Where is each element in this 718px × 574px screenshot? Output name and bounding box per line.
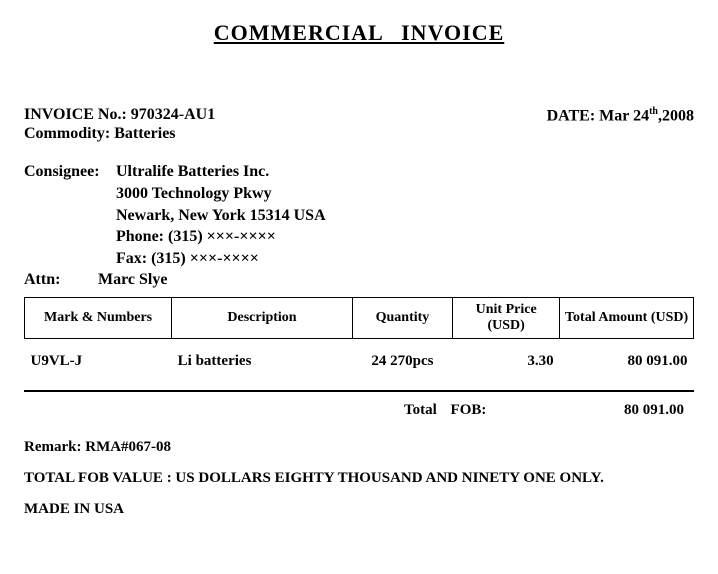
- remark-line: Remark: RMA#067-08: [24, 439, 694, 456]
- invoice-table: Mark & Numbers Description Quantity Unit…: [24, 297, 694, 390]
- table-header-row: Mark & Numbers Description Quantity Unit…: [25, 298, 694, 339]
- amount-in-words: TOTAL FOB VALUE : US DOLLARS EIGHTY THOU…: [24, 470, 694, 487]
- th-mark: Mark & Numbers: [25, 298, 172, 339]
- date-value-prefix: Mar 24: [599, 107, 649, 124]
- th-quantity: Quantity: [352, 298, 452, 339]
- cell-description: Li batteries: [172, 339, 353, 391]
- th-unit-price: Unit Price (USD): [453, 298, 560, 339]
- consignee-addr2: Newark, New York 15314 USA: [116, 205, 326, 227]
- consignee-fax: Fax: (315) ×××-××××: [116, 248, 259, 270]
- total-fob-label: Total FOB:: [404, 402, 564, 419]
- commodity-label: Commodity:: [24, 125, 110, 142]
- date-value-suffix: ,2008: [658, 107, 694, 124]
- consignee-label: Consignee:: [24, 161, 116, 183]
- made-in: MADE IN USA: [24, 501, 694, 518]
- th-description: Description: [172, 298, 353, 339]
- consignee-addr1: 3000 Technology Pkwy: [116, 183, 272, 205]
- attn-label: Attn:: [24, 271, 94, 289]
- date-label: DATE:: [547, 107, 596, 124]
- cell-quantity: 24 270pcs: [352, 339, 452, 391]
- consignee-block: Consignee:Ultralife Batteries Inc. 3000 …: [24, 161, 694, 269]
- header-block: INVOICE No.: 970324-AU1 DATE: Mar 24th,2…: [24, 106, 694, 143]
- attn-value: Marc Slye: [98, 271, 167, 288]
- attn-line: Attn: Marc Slye: [24, 271, 694, 289]
- separator-line: [24, 390, 694, 392]
- invoice-no-value: 970324-AU1: [131, 106, 215, 123]
- remark-value: RMA#067-08: [85, 439, 171, 455]
- commodity: Commodity: Batteries: [24, 125, 694, 143]
- table-row: U9VL-J Li batteries 24 270pcs 3.30 80 09…: [25, 339, 694, 391]
- remark-label: Remark:: [24, 439, 81, 455]
- cell-total: 80 091.00: [560, 339, 694, 391]
- invoice-number: INVOICE No.: 970324-AU1: [24, 106, 215, 125]
- invoice-date: DATE: Mar 24th,2008: [547, 106, 694, 125]
- cell-mark: U9VL-J: [25, 339, 172, 391]
- consignee-phone: Phone: (315) ×××-××××: [116, 226, 276, 248]
- total-fob-value: 80 091.00: [564, 402, 694, 419]
- date-value-ordinal: th: [649, 106, 658, 117]
- cell-unit-price: 3.30: [453, 339, 560, 391]
- total-fob-line: Total FOB: 80 091.00: [24, 402, 694, 419]
- commodity-value: Batteries: [114, 125, 175, 142]
- document-title: COMMERCIAL INVOICE: [24, 20, 694, 46]
- invoice-no-label: INVOICE No.:: [24, 106, 127, 123]
- consignee-name: Ultralife Batteries Inc.: [116, 161, 269, 183]
- th-total-amount: Total Amount (USD): [560, 298, 694, 339]
